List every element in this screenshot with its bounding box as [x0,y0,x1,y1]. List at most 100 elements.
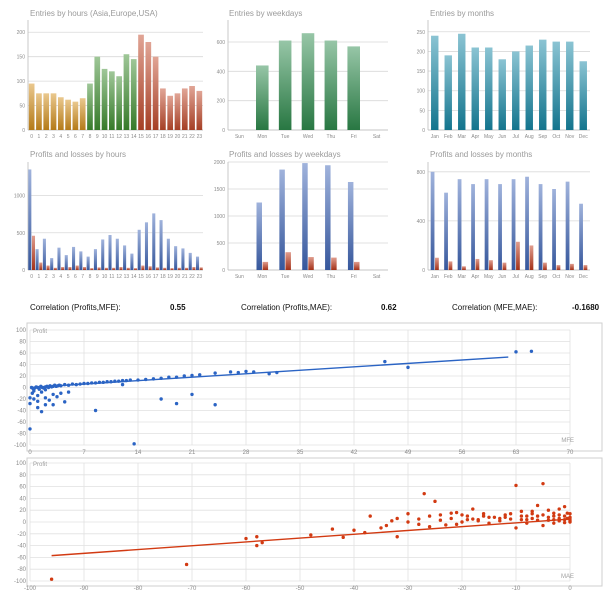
x-tick-label: Jun [498,274,506,280]
y-tick-label: 0 [222,128,225,134]
data-point [568,515,572,519]
x-tick-label: 22 [189,274,195,280]
data-point [136,378,140,382]
loss-bar-Jan [435,257,439,270]
data-point [213,371,217,375]
trend-line [29,356,509,389]
data-point [128,378,132,382]
data-point [546,518,551,522]
x-tick-label: Mon [257,134,267,140]
data-point [198,373,202,377]
data-point [30,391,35,395]
correlation-mfe-mae-value: -0.1680 [572,303,600,312]
profit-bar-17 [152,213,156,270]
data-point [52,383,57,387]
data-point [159,397,163,401]
data-point [487,515,491,519]
y-tick-label: 1000 [214,214,225,220]
x-tick-label: Fri [351,274,357,280]
loss-bar-Nov [570,263,574,270]
x-tick-label: 17 [153,134,159,140]
loss-bar-3 [53,267,57,270]
loss-bar-4 [61,267,65,270]
profit-bar-Thu [325,165,331,270]
loss-bar-May [489,260,493,270]
x-tick-label: Aug [525,134,534,140]
data-point [568,517,572,521]
x-tick-label: Mar [457,134,466,140]
x-tick-label: 16 [146,134,152,140]
bar-Tue [278,40,292,130]
x-tick-label: -50 [296,586,305,592]
x-tick-label: 21 [182,134,188,140]
bar-Jul [512,51,520,130]
loss-bar-Feb [448,261,453,270]
bar-4 [57,97,64,130]
data-point [43,403,48,407]
x-tick-label: Oct [552,274,560,280]
data-point [28,401,32,406]
profit-bar-20 [174,246,178,270]
data-point [519,517,524,522]
x-tick-label: -90 [80,586,89,592]
data-point [476,519,480,523]
profit-bar-21 [181,248,185,270]
loss-bar-2 [46,265,50,270]
data-point [167,375,171,379]
data-point [552,517,556,522]
profit-bar-2 [42,238,46,270]
scatter-mfe-chart: 0 7 14 21 28 35 42 49 56 63 70 -100 -80 -60 -40 -20 0 20 4… [14,322,603,456]
x-tick-label: 2 [45,134,48,140]
data-point [530,512,534,516]
data-point [525,514,529,518]
loss-bar-5 [68,267,72,270]
loss-bar-6 [75,265,79,270]
x-tick-label: 12 [116,134,122,140]
chart-title: Entries by weekdays [229,9,302,18]
y-tick-label: 600 [217,40,226,46]
loss-bar-20 [177,267,181,270]
profit-bar-23 [195,256,200,270]
data-point [78,382,82,386]
x-tick-label: 28 [243,450,250,456]
data-point [565,516,569,521]
profit-bar-May [484,179,489,270]
data-point [124,378,129,383]
data-point [56,384,60,388]
profit-bar-22 [188,252,192,270]
y-tick-label: -80 [17,567,26,573]
x-tick-label: Dec [579,274,588,280]
y-tick-label: 1500 [214,187,225,193]
data-point [105,380,109,384]
loss-bar-23 [199,267,203,270]
y-tick-label: -20 [17,397,26,403]
data-point [368,514,372,518]
profit-bar-3 [50,258,54,270]
pl-months-chart: Profits and losses by months 0 400 800 Jan Fe… [417,150,590,280]
loss-bar-19 [170,268,174,270]
x-tick-label: 20 [175,134,181,140]
bar-1 [36,93,42,130]
data-point [438,513,443,517]
x-tick-label: 6 [74,274,77,280]
x-tick-label: 14 [131,134,137,140]
profit-bar-4 [57,247,61,270]
x-tick-label: 70 [567,450,574,456]
x-tick-label: Jun [498,134,506,140]
profit-bar-15 [137,229,141,270]
x-tick-label: 13 [124,274,130,280]
data-point [384,523,389,528]
bar-Oct [552,41,560,130]
profit-bar-6 [72,246,76,270]
y-tick-label: 200 [217,99,226,105]
data-point [151,377,156,381]
bar-16 [145,42,152,130]
profit-bar-Apr [471,184,475,270]
x-tick-label: Mar [457,274,466,280]
loss-bar-7 [82,267,87,270]
bar-9 [94,56,101,130]
data-point [184,562,189,567]
correlation-profits-mae-label: Correlation (Profits,MAE): [241,303,333,312]
profit-bar-14 [130,253,134,270]
